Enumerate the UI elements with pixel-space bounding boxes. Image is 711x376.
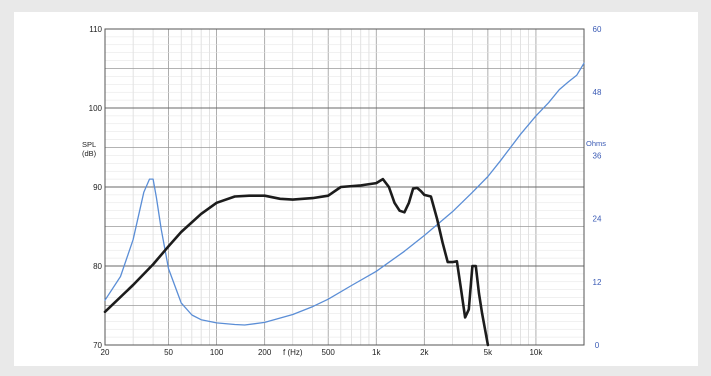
plot-border [104, 28, 585, 346]
x-tick-label: 5k [484, 348, 493, 357]
x-tick-label: 100 [210, 348, 224, 357]
y2-tick-label: 36 [593, 151, 602, 160]
x-tick-label: 20 [101, 348, 110, 357]
x-axis-label: f (Hz) [283, 348, 303, 357]
y-axis-label: SPL [82, 140, 96, 149]
spl-curve [103, 177, 490, 347]
y2-axis-label: Ohms [586, 139, 606, 148]
chart-card: 20 50 100 200 500 1k 2k 5k 10k 70 80 90 100 110 0 12 24 3… [14, 12, 698, 366]
y-axis-unit: (dB) [82, 149, 97, 158]
x-tick-label: 200 [258, 348, 272, 357]
y2-tick-label: 48 [593, 88, 602, 97]
y2-tick-label: 0 [595, 341, 600, 350]
impedance-curve [104, 62, 585, 326]
y2-tick-label: 60 [593, 25, 602, 34]
series-layer [103, 62, 585, 347]
y-tick-label: 110 [89, 25, 102, 34]
x-tick-label: 500 [322, 348, 336, 357]
tick-labels: 20 50 100 200 500 1k 2k 5k 10k 70 80 90 100 110 0 12 24 3… [89, 25, 602, 357]
x-tick-label: 50 [164, 348, 173, 357]
y-tick-label: 80 [93, 262, 102, 271]
y-tick-label: 70 [93, 341, 102, 350]
frequency-response-chart: 20 50 100 200 500 1k 2k 5k 10k 70 80 90 100 110 0 12 24 3… [82, 25, 606, 357]
x-tick-label: 2k [420, 348, 429, 357]
plot-frame [104, 28, 585, 346]
x-tick-label: 10k [529, 348, 543, 357]
x-tick-label: 1k [372, 348, 381, 357]
y2-tick-label: 12 [593, 278, 602, 287]
y-tick-label: 90 [93, 183, 102, 192]
y-tick-label: 100 [89, 104, 103, 113]
y2-tick-label: 24 [593, 215, 602, 224]
